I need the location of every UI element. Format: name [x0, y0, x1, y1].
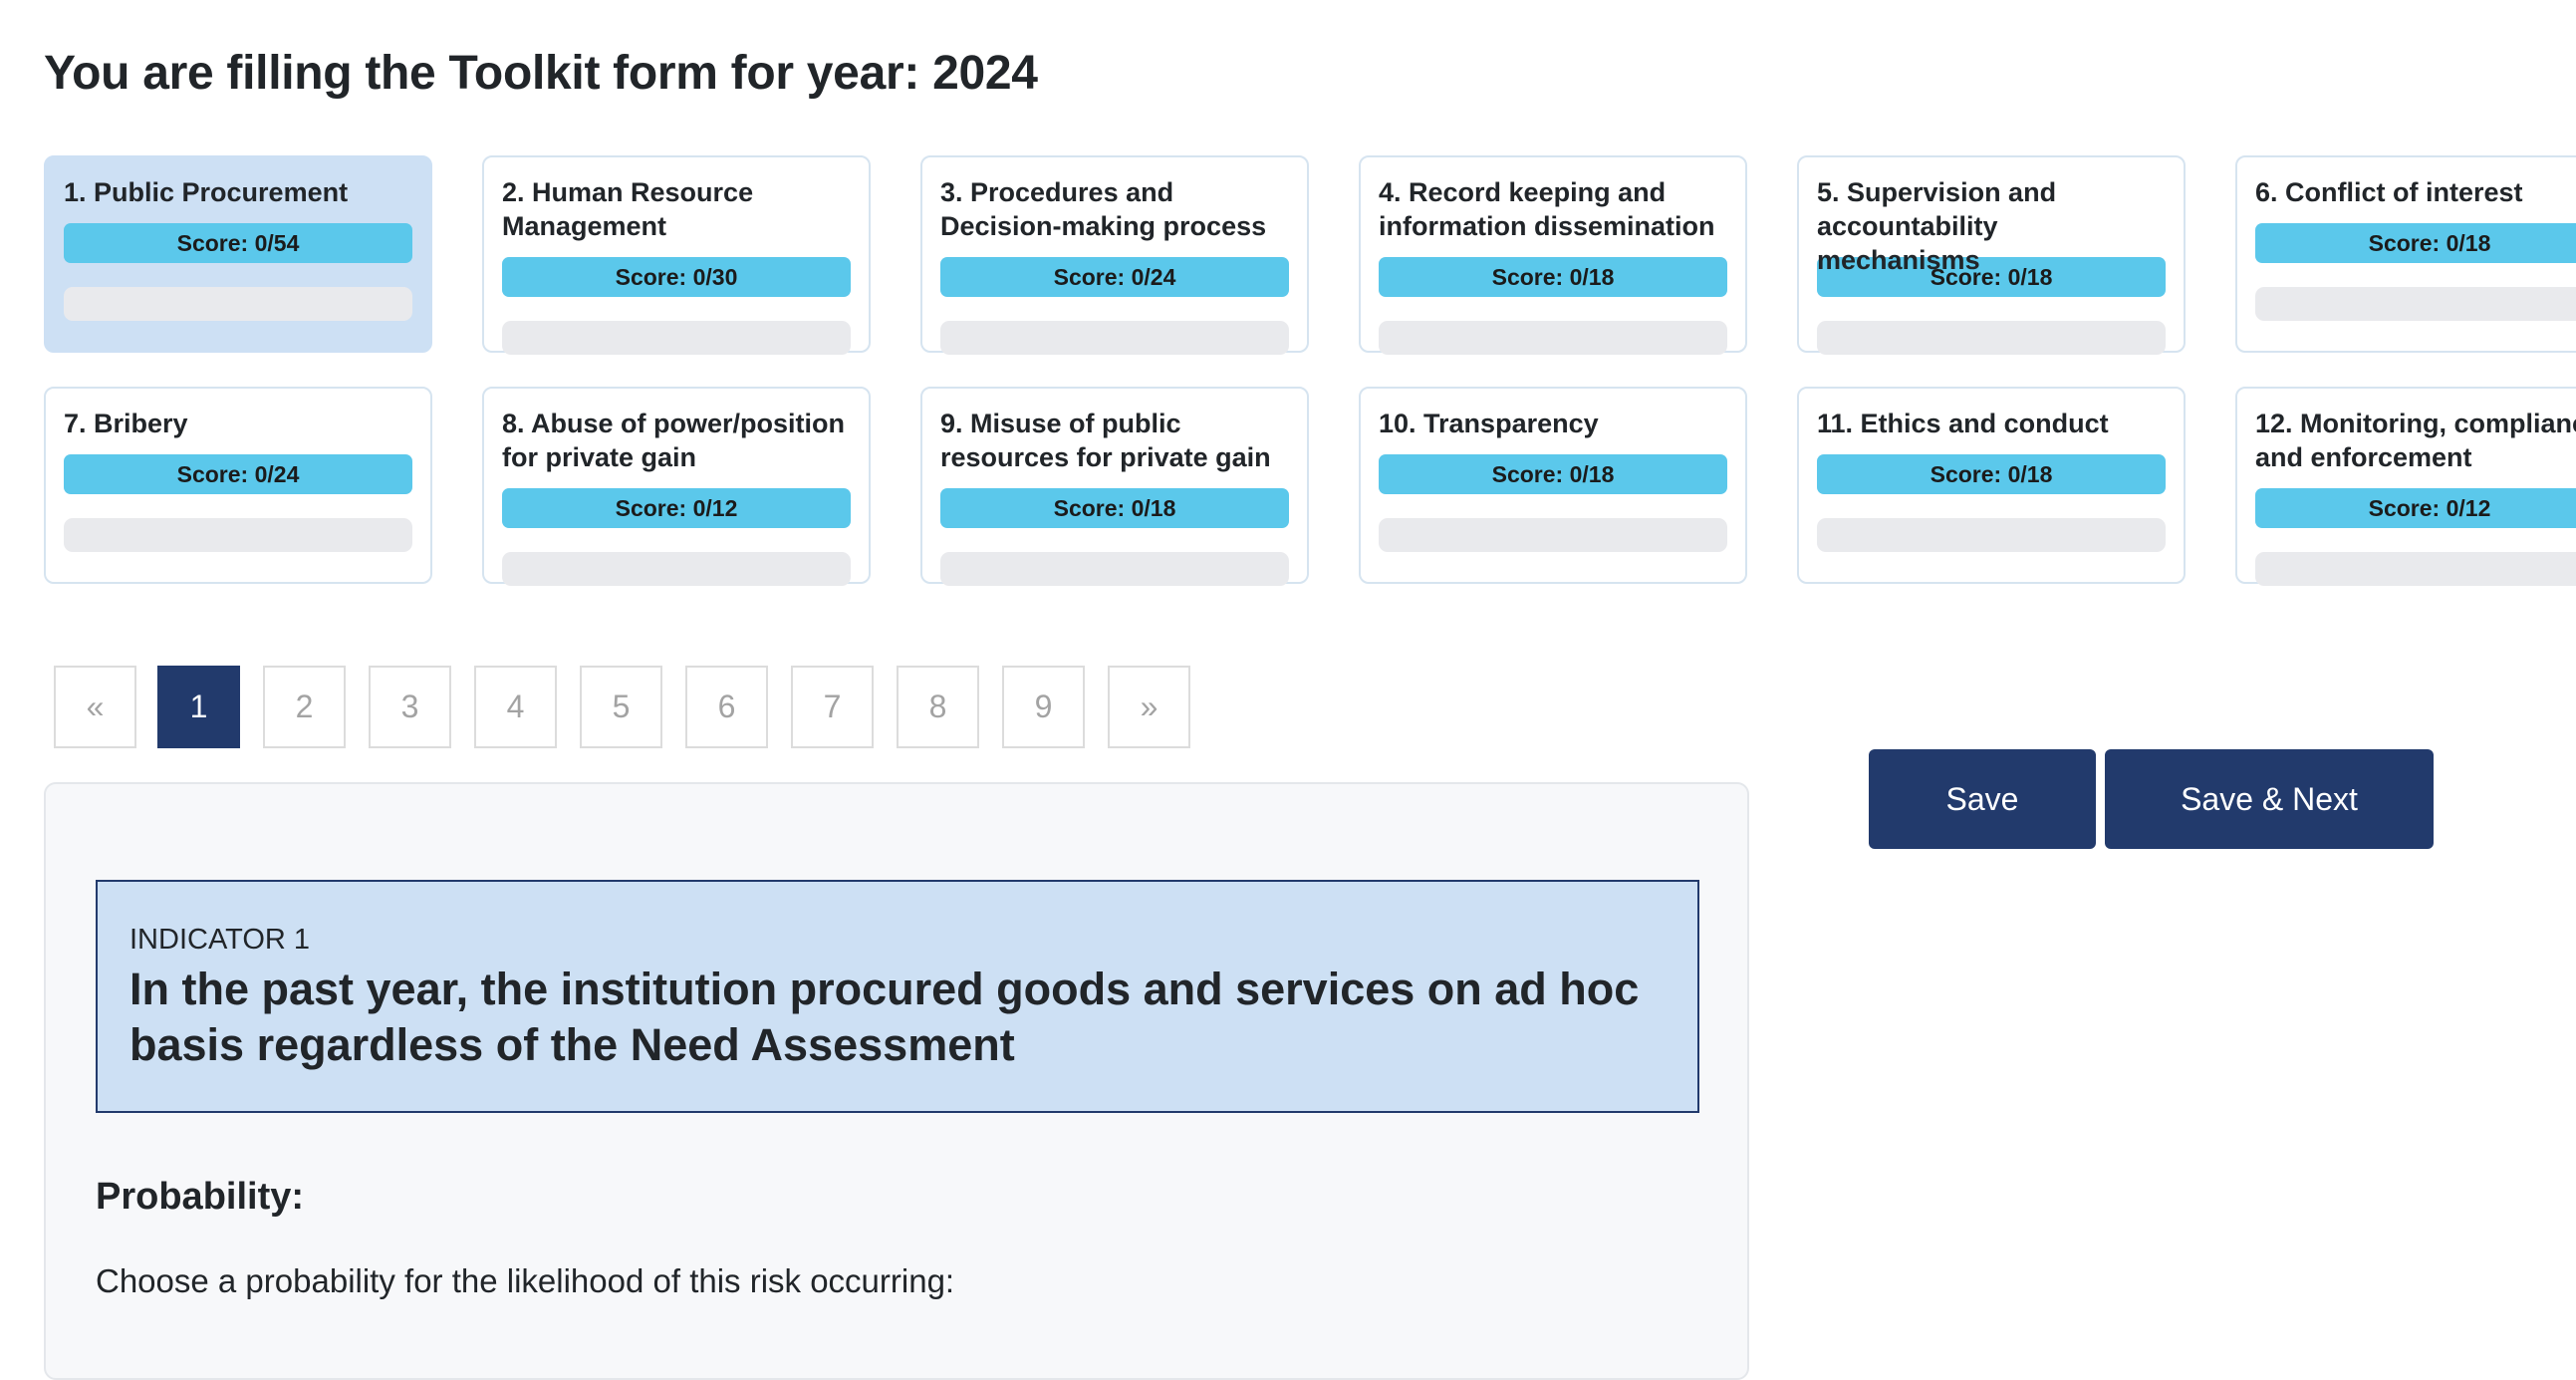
category-card-supervision[interactable]: 5. Supervision and accountability mechan…: [1797, 155, 2186, 355]
progress-bar: [2255, 552, 2576, 586]
pagination-page-6[interactable]: 6: [685, 666, 768, 748]
progress-bar: [940, 552, 1289, 586]
score-badge: Score: 0/54: [64, 223, 412, 263]
score-badge: Score: 0/18: [1817, 257, 2166, 297]
category-card-procedures[interactable]: 3. Procedures and Decision-making proces…: [920, 155, 1309, 355]
category-card-bribery[interactable]: 7. Bribery Score: 0/24: [44, 387, 432, 584]
pagination-page-2[interactable]: 2: [263, 666, 346, 748]
category-card-public-procurement[interactable]: 1. Public Procurement Score: 0/54: [44, 155, 432, 353]
score-badge: Score: 0/24: [940, 257, 1289, 297]
indicator-panel: INDICATOR 1 In the past year, the instit…: [44, 782, 1749, 1380]
card-title: 9. Misuse of public resources for privat…: [940, 409, 1271, 472]
card-title: 11. Ethics and conduct: [1817, 409, 2109, 438]
pagination-page-3[interactable]: 3: [369, 666, 451, 748]
card-title: 12. Monitoring, compliance and enforceme…: [2255, 409, 2576, 472]
progress-bar: [64, 518, 412, 552]
pagination-next-button[interactable]: »: [1108, 666, 1190, 748]
page-title: You are filling the Toolkit form for yea…: [44, 47, 1038, 100]
category-card-record-keeping[interactable]: 4. Record keeping and information dissem…: [1359, 155, 1747, 355]
category-card-monitoring[interactable]: 12. Monitoring, compliance and enforceme…: [2235, 387, 2576, 586]
card-title: 6. Conflict of interest: [2255, 177, 2523, 207]
probability-heading: Probability:: [96, 1176, 305, 1218]
score-badge: Score: 0/18: [1817, 454, 2166, 494]
category-card-abuse-of-power[interactable]: 8. Abuse of power/position for private g…: [482, 387, 871, 586]
pagination-page-7[interactable]: 7: [791, 666, 874, 748]
category-card-transparency[interactable]: 10. Transparency Score: 0/18: [1359, 387, 1747, 584]
card-title: 4. Record keeping and information dissem…: [1379, 177, 1715, 241]
probability-description: Choose a probability for the likelihood …: [96, 1262, 955, 1299]
category-card-conflict-of-interest[interactable]: 6. Conflict of interest Score: 0/18: [2235, 155, 2576, 353]
progress-bar: [1817, 321, 2166, 355]
score-badge: Score: 0/12: [502, 488, 851, 528]
score-badge: Score: 0/18: [1379, 454, 1727, 494]
pagination-page-4[interactable]: 4: [474, 666, 557, 748]
card-title: 10. Transparency: [1379, 409, 1599, 438]
pagination-page-9[interactable]: 9: [1002, 666, 1085, 748]
score-badge: Score: 0/30: [502, 257, 851, 297]
indicator-question: In the past year, the institution procur…: [129, 964, 1640, 1070]
save-button[interactable]: Save: [1869, 749, 2096, 849]
save-and-next-button[interactable]: Save & Next: [2105, 749, 2434, 849]
progress-bar: [1379, 518, 1727, 552]
score-badge: Score: 0/12: [2255, 488, 2576, 528]
score-badge: Score: 0/24: [64, 454, 412, 494]
card-title: 8. Abuse of power/position for private g…: [502, 409, 846, 472]
card-title: 2. Human Resource Management: [502, 177, 754, 241]
progress-bar: [502, 321, 851, 355]
progress-bar: [64, 287, 412, 321]
indicator-box: INDICATOR 1 In the past year, the instit…: [96, 880, 1699, 1113]
card-title: 5. Supervision and accountability mechan…: [1817, 177, 2057, 275]
category-card-misuse-of-resources[interactable]: 9. Misuse of public resources for privat…: [920, 387, 1309, 586]
score-badge: Score: 0/18: [940, 488, 1289, 528]
card-title: 1. Public Procurement: [64, 177, 349, 207]
card-title: 3. Procedures and Decision-making proces…: [940, 177, 1267, 241]
score-badge: Score: 0/18: [1379, 257, 1727, 297]
pagination-prev-button[interactable]: «: [54, 666, 136, 748]
score-badge: Score: 0/18: [2255, 223, 2576, 263]
progress-bar: [1379, 321, 1727, 355]
pagination-page-1[interactable]: 1: [157, 666, 240, 748]
indicator-label: INDICATOR 1: [129, 924, 311, 956]
pagination-page-8[interactable]: 8: [897, 666, 979, 748]
category-card-human-resource[interactable]: 2. Human Resource Management Score: 0/30: [482, 155, 871, 355]
progress-bar: [502, 552, 851, 586]
progress-bar: [2255, 287, 2576, 321]
pagination-page-5[interactable]: 5: [580, 666, 662, 748]
category-card-ethics[interactable]: 11. Ethics and conduct Score: 0/18: [1797, 387, 2186, 584]
card-title: 7. Bribery: [64, 409, 188, 438]
progress-bar: [940, 321, 1289, 355]
progress-bar: [1817, 518, 2166, 552]
